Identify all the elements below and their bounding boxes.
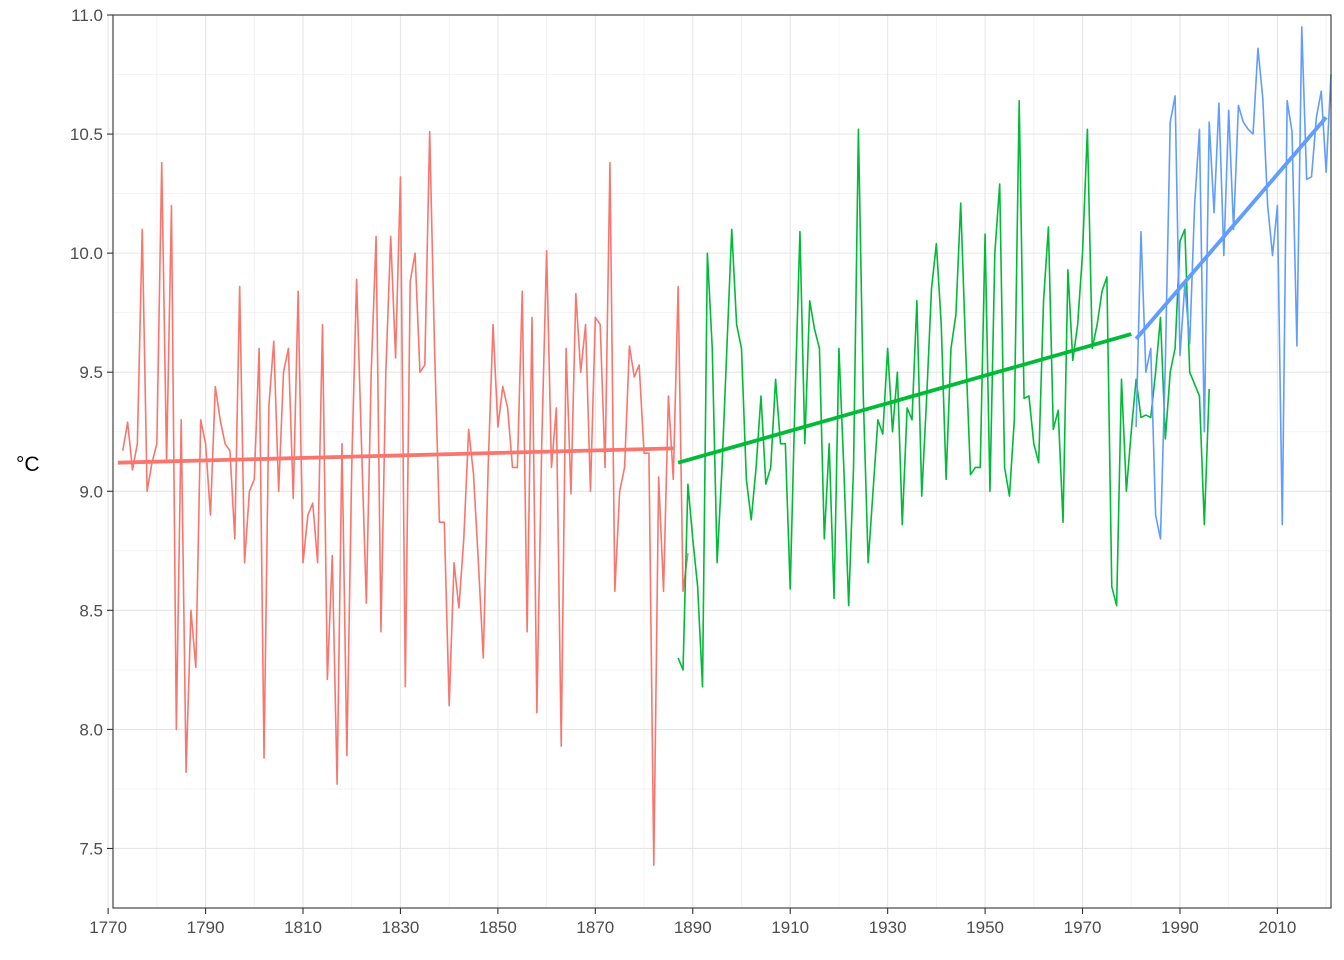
x-tick-label: 2010	[1258, 918, 1296, 937]
y-tick-label: 8.5	[79, 601, 103, 620]
trend-line-3	[1134, 116, 1328, 341]
y-tick-label: 11.0	[71, 6, 103, 25]
x-tick-label: 1950	[966, 918, 1004, 937]
y-tick-label: 7.5	[79, 839, 103, 858]
trend-line-1	[117, 446, 674, 465]
x-tick-label: 1910	[771, 918, 809, 937]
series-lines	[121, 26, 1332, 866]
x-tick-label: 1850	[479, 918, 517, 937]
series-line-2	[677, 99, 1210, 688]
y-tick-label: 9.5	[79, 363, 103, 382]
series-line-3	[1135, 26, 1332, 540]
y-tick-label: 9.0	[79, 482, 103, 501]
x-tick-label: 1810	[284, 918, 322, 937]
x-tick-label: 1890	[674, 918, 712, 937]
y-tick-label: 10.5	[70, 125, 103, 144]
x-axis: 1770 1790 1810 1830 1850 1870 1890 1910 1930 1950…	[89, 908, 1296, 937]
x-tick-label: 1990	[1161, 918, 1199, 937]
trend-line-2	[677, 332, 1132, 465]
x-tick-label: 1830	[382, 918, 420, 937]
x-tick-label: 1870	[576, 918, 614, 937]
plot-border	[112, 14, 1332, 909]
y-axis-title: °C	[16, 453, 40, 476]
y-tick-label: 8.0	[79, 720, 103, 739]
trend-lines	[117, 116, 1328, 465]
series-line-1	[121, 130, 689, 866]
y-axis: 7.5 8.0 8.5 9.0 9.5 10.0 10.5 11.0	[70, 6, 113, 858]
x-tick-label: 1790	[187, 918, 225, 937]
x-tick-label: 1770	[89, 918, 127, 937]
grid-minor	[113, 15, 1331, 908]
x-tick-label: 1930	[869, 918, 907, 937]
x-tick-label: 1970	[1064, 918, 1102, 937]
y-tick-label: 10.0	[70, 244, 103, 263]
